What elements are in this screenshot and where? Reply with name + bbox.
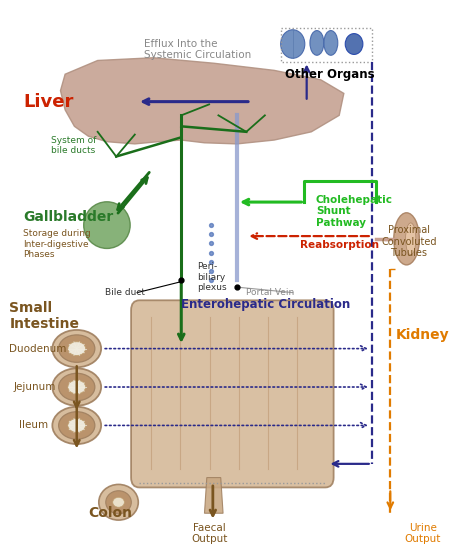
Ellipse shape: [68, 418, 86, 432]
Ellipse shape: [59, 335, 95, 362]
Text: Colon: Colon: [88, 506, 132, 520]
Text: Storage during
Inter-digestive
Phases: Storage during Inter-digestive Phases: [23, 230, 91, 259]
Text: Ileum: Ileum: [18, 421, 48, 431]
Ellipse shape: [52, 368, 101, 405]
Text: Efflux Into the
Systemic Circulation: Efflux Into the Systemic Circulation: [144, 39, 251, 60]
Ellipse shape: [99, 484, 138, 520]
Ellipse shape: [52, 330, 101, 367]
Text: Portal Vein: Portal Vein: [246, 288, 294, 297]
Text: Faecal
Output: Faecal Output: [191, 522, 228, 544]
Ellipse shape: [59, 374, 95, 401]
Text: Duodenum: Duodenum: [9, 344, 67, 353]
Ellipse shape: [310, 31, 324, 55]
Polygon shape: [61, 58, 344, 144]
Ellipse shape: [324, 31, 338, 55]
Text: Bile duct: Bile duct: [105, 288, 145, 297]
Ellipse shape: [281, 30, 305, 58]
Text: Peri-
biliary
plexus: Peri- biliary plexus: [198, 262, 227, 292]
Text: System of
bile ducts: System of bile ducts: [51, 136, 97, 155]
Ellipse shape: [52, 407, 101, 444]
Text: Jejunum: Jejunum: [14, 382, 56, 392]
Text: Cholehepatic
Shunt
Pathway: Cholehepatic Shunt Pathway: [316, 195, 393, 228]
Text: Kidney: Kidney: [396, 328, 450, 342]
Text: Urine
Output: Urine Output: [405, 522, 441, 544]
Ellipse shape: [84, 202, 130, 249]
Ellipse shape: [113, 497, 124, 507]
Text: Liver: Liver: [23, 92, 73, 111]
Ellipse shape: [106, 491, 131, 514]
Text: Reabsorption: Reabsorption: [300, 240, 379, 250]
Ellipse shape: [68, 342, 86, 356]
Text: Proximal
Convoluted
Tubules: Proximal Convoluted Tubules: [381, 225, 437, 258]
Text: Small
Intestine: Small Intestine: [9, 301, 79, 331]
Text: Enterohepatic Circulation: Enterohepatic Circulation: [181, 298, 350, 311]
Polygon shape: [204, 478, 223, 513]
Text: Gallbladder: Gallbladder: [23, 210, 114, 224]
Ellipse shape: [406, 223, 416, 255]
Ellipse shape: [394, 213, 419, 265]
Ellipse shape: [345, 34, 363, 54]
Ellipse shape: [68, 380, 86, 394]
Ellipse shape: [59, 412, 95, 439]
FancyBboxPatch shape: [131, 300, 334, 487]
Text: Other Organs: Other Organs: [285, 68, 375, 81]
